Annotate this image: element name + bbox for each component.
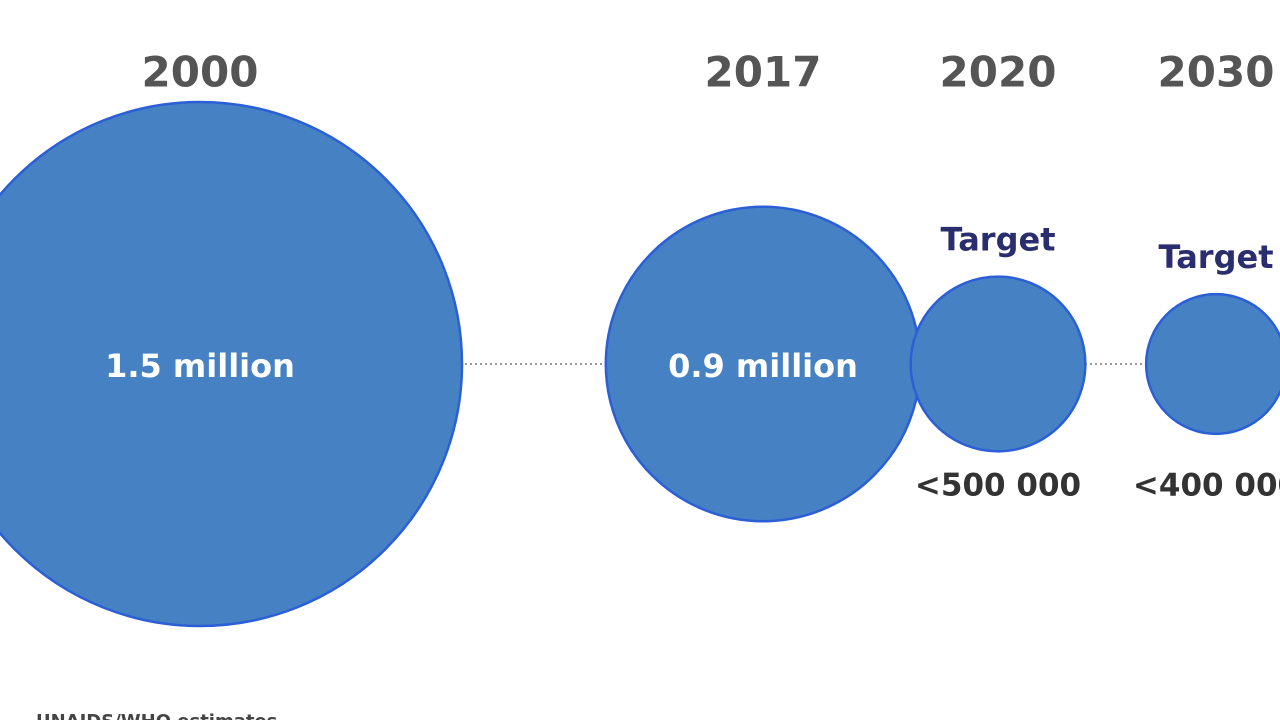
bubble [909, 275, 1087, 453]
bubble [1144, 292, 1280, 436]
target-label: Target [941, 221, 1056, 259]
source-note: UNAIDS/WHO estimates [36, 711, 277, 720]
bubble [0, 100, 464, 628]
value-label: 0.9 million [668, 347, 858, 385]
year-label: 2030 [1158, 48, 1275, 97]
year-label: 2020 [940, 48, 1057, 97]
target-label: Target [1159, 238, 1274, 276]
value-label: <400 000 [1133, 468, 1280, 504]
year-label: 2017 [705, 48, 822, 97]
value-label: <500 000 [915, 468, 1081, 504]
value-label: 1.5 million [105, 347, 295, 385]
year-label: 2000 [142, 48, 259, 97]
